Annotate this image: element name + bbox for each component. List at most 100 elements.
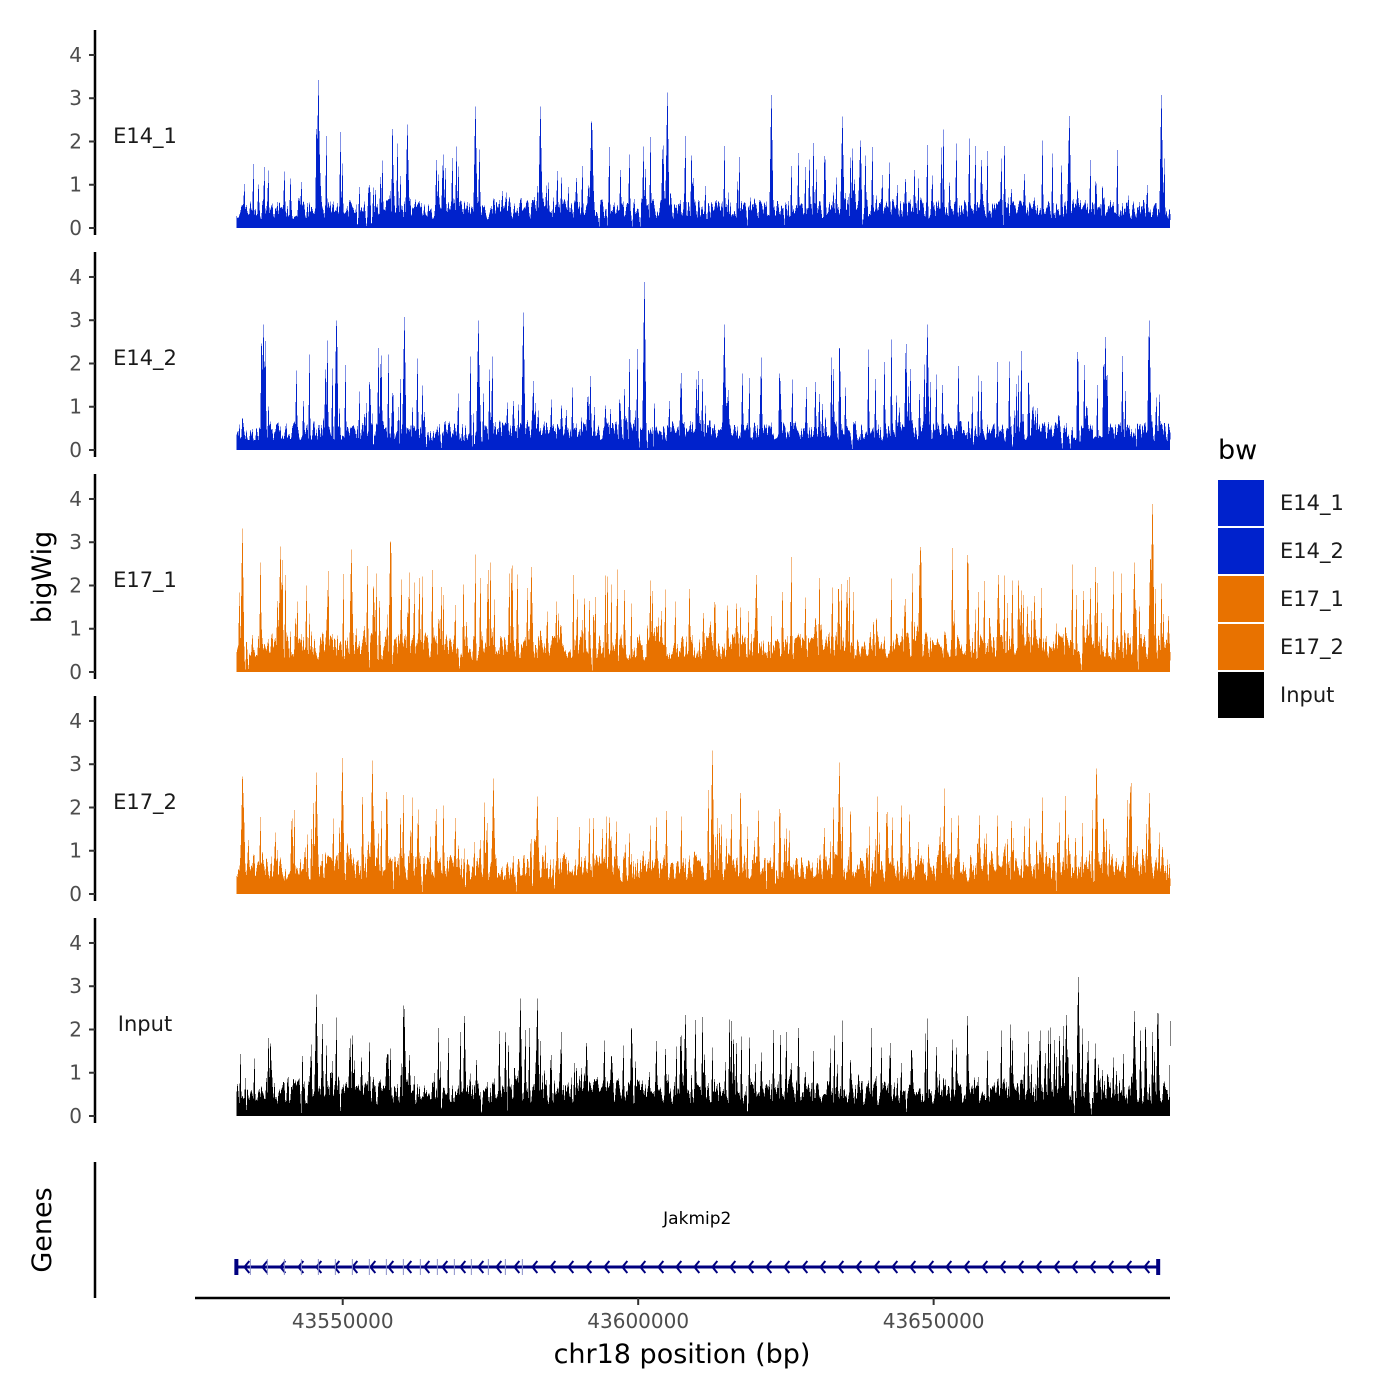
strand-arrow <box>315 1260 323 1274</box>
strand-arrow <box>459 1260 467 1274</box>
x-axis: 43550000 43600000 43650000 chr18 position … <box>195 1296 1170 1370</box>
y-tick-label: 3 <box>69 308 82 332</box>
y-tick-label: 0 <box>69 438 82 462</box>
legend-item-E17_1: E17_1 <box>1218 576 1344 622</box>
strand-arrow <box>603 1260 611 1274</box>
strand-arrow <box>1107 1260 1115 1274</box>
strand-arrow <box>513 1260 521 1274</box>
y-tick-label: 2 <box>69 795 82 819</box>
strand-arrow <box>1035 1260 1043 1274</box>
y-tick-label: 4 <box>69 931 82 955</box>
legend-label: E17_2 <box>1280 635 1344 660</box>
strand-arrow <box>909 1260 917 1274</box>
legend-swatch <box>1218 624 1264 670</box>
y-tick-label: 0 <box>69 216 82 240</box>
y-tick-label: 4 <box>69 265 82 289</box>
genes-axis-title: Genes <box>27 1187 58 1272</box>
y-tick-label: 1 <box>69 395 82 419</box>
strand-arrow <box>819 1260 827 1274</box>
strand-arrow <box>567 1260 575 1274</box>
track-label: Input <box>118 1012 172 1036</box>
coverage-area-E17_2 <box>236 740 1171 894</box>
y-tick-label: 1 <box>69 173 82 197</box>
y-tick-label: 2 <box>69 1017 82 1041</box>
strand-arrow <box>693 1260 701 1274</box>
x-tick-label: 43600000 <box>587 1309 689 1333</box>
strand-arrow <box>927 1260 935 1274</box>
legend-item-Input: Input <box>1218 672 1334 718</box>
track-label: E14_2 <box>113 346 177 371</box>
strand-arrow <box>243 1260 251 1274</box>
legend-item-E14_1: E14_1 <box>1218 480 1344 526</box>
track-E14_1: 0 1 2 3 4 E14_1 <box>69 30 1171 240</box>
track-label: E17_2 <box>113 790 177 815</box>
y-tick-label: 2 <box>69 129 82 153</box>
strand-arrow <box>1053 1260 1061 1274</box>
y-tick-label: 1 <box>69 1061 82 1085</box>
strand-arrow <box>873 1260 881 1274</box>
strand-arrow <box>747 1260 755 1274</box>
y-tick-label: 3 <box>69 974 82 998</box>
legend-swatch <box>1218 672 1264 718</box>
strand-arrow <box>729 1260 737 1274</box>
strand-arrow <box>657 1260 665 1274</box>
y-tick-label: 1 <box>69 839 82 863</box>
strand-arrow <box>963 1260 971 1274</box>
y-tick-label: 4 <box>69 43 82 67</box>
track-E17_1: 0 1 2 3 4 E17_1 <box>69 474 1171 684</box>
strand-arrow <box>423 1260 431 1274</box>
track-E17_2: 0 1 2 3 4 E17_2 <box>69 696 1171 906</box>
strand-arrow <box>441 1260 449 1274</box>
strand-arrow <box>765 1260 773 1274</box>
strand-arrow <box>585 1260 593 1274</box>
x-tick-label: 43550000 <box>292 1309 394 1333</box>
strand-arrow <box>1089 1260 1097 1274</box>
strand-arrow <box>891 1260 899 1274</box>
strand-arrow <box>387 1260 395 1274</box>
strand-arrow <box>369 1260 377 1274</box>
strand-arrow <box>675 1260 683 1274</box>
legend-label: E14_2 <box>1280 539 1344 564</box>
strand-arrow <box>1143 1260 1151 1274</box>
y-tick-label: 1 <box>69 617 82 641</box>
strand-arrow <box>261 1260 269 1274</box>
coverage-area-E14_1 <box>236 70 1171 228</box>
legend-label: E14_1 <box>1280 491 1344 516</box>
strand-arrow <box>639 1260 647 1274</box>
y-tick-label: 2 <box>69 351 82 375</box>
legend-item-E14_2: E14_2 <box>1218 528 1344 574</box>
strand-arrow <box>1125 1260 1133 1274</box>
gene-label: Jakmip2 <box>662 1209 731 1229</box>
track-Input: 0 1 2 3 4 Input <box>69 918 1171 1128</box>
y-tick-label: 0 <box>69 1104 82 1128</box>
strand-arrow <box>1017 1260 1025 1274</box>
legend-swatch <box>1218 480 1264 526</box>
gene-models: Jakmip2 <box>234 1209 1161 1275</box>
track-label: E17_1 <box>113 568 177 593</box>
y-tick-label: 0 <box>69 660 82 684</box>
strand-arrow <box>945 1260 953 1274</box>
legend: bw E14_1 E14_2 E17_1 E17_2 Input <box>1218 435 1344 718</box>
coverage-area-Input <box>236 968 1171 1116</box>
x-axis-title: chr18 position (bp) <box>554 1339 811 1370</box>
strand-arrow <box>621 1260 629 1274</box>
track-label: E14_1 <box>113 124 177 149</box>
coverage-area-E17_1 <box>236 492 1171 672</box>
strand-arrow <box>279 1260 287 1274</box>
y-tick-label: 4 <box>69 709 82 733</box>
gene-exon <box>1156 1259 1161 1275</box>
strand-arrow <box>1071 1260 1079 1274</box>
strand-arrow <box>495 1260 503 1274</box>
strand-arrow <box>783 1260 791 1274</box>
strand-arrow <box>711 1260 719 1274</box>
gene-panel: Genes Jakmip2 <box>27 1162 1161 1298</box>
legend-swatch <box>1218 528 1264 574</box>
strand-arrow <box>981 1260 989 1274</box>
x-ticks: 43550000 43600000 43650000 <box>292 1298 985 1333</box>
gene-exon <box>234 1259 239 1275</box>
legend-label: E17_1 <box>1280 587 1344 612</box>
legend-title: bw <box>1218 435 1257 466</box>
y-tick-label: 3 <box>69 86 82 110</box>
strand-arrow <box>549 1260 557 1274</box>
